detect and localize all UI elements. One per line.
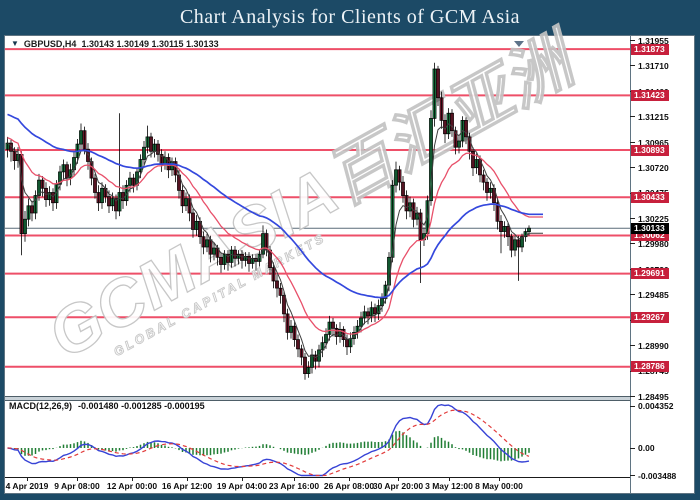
time-axis-label: 19 Apr 04:00 bbox=[216, 481, 268, 491]
time-tick-mark bbox=[27, 477, 28, 481]
ma-medium-line bbox=[7, 137, 543, 335]
macd-tick-label: 0.004352 bbox=[638, 401, 674, 412]
symbol-label: GBPUSD,H4 bbox=[23, 39, 77, 49]
time-axis-label: 23 Apr 16:00 bbox=[268, 481, 320, 491]
price-tick-mark bbox=[630, 294, 635, 296]
macd-tick-mark bbox=[630, 475, 635, 476]
time-axis-label: 9 Apr 08:00 bbox=[54, 481, 100, 491]
price-tick-label: 1.28990 bbox=[638, 340, 669, 351]
level-price-tag: 1.28786 bbox=[631, 361, 669, 373]
macd-tick-label: -0.003488 bbox=[638, 470, 677, 481]
level-price-tag: 1.29691 bbox=[631, 268, 669, 280]
level-price-tag: 1.30062 bbox=[631, 230, 669, 241]
time-axis-label: 30 Apr 20:00 bbox=[372, 481, 424, 491]
time-axis-label: 12 Apr 00:00 bbox=[106, 481, 158, 491]
price-tick-label: 1.30720 bbox=[638, 162, 669, 173]
time-axis-label: 3 May 12:00 bbox=[425, 481, 473, 491]
price-axis-separator bbox=[630, 35, 631, 494]
scroll-position-marker-icon bbox=[514, 41, 524, 47]
time-tick-mark bbox=[294, 477, 295, 481]
price-tick-label: 1.30965 bbox=[638, 137, 669, 148]
price-tick-mark bbox=[630, 116, 635, 118]
price-tick-mark bbox=[630, 396, 635, 398]
time-tick-mark bbox=[499, 477, 500, 481]
time-tick-mark bbox=[187, 477, 188, 481]
level-price-tag: 1.31873 bbox=[631, 43, 669, 55]
time-axis-label: 4 Apr 2019 bbox=[5, 481, 49, 491]
ma-fast-line bbox=[7, 123, 543, 359]
macd-name: MACD(12,26,9) bbox=[9, 401, 73, 411]
macd-tick-label: 0.00 bbox=[638, 443, 655, 453]
time-tick-mark bbox=[449, 477, 450, 481]
macd-tick-mark bbox=[630, 405, 635, 407]
macd-main-line bbox=[7, 403, 530, 477]
price-tick-mark bbox=[630, 40, 635, 42]
time-axis-label: 8 May 00:00 bbox=[475, 481, 523, 491]
time-axis-label: 26 Apr 08:00 bbox=[323, 481, 375, 491]
price-tick-mark bbox=[630, 243, 635, 245]
price-tick-mark bbox=[630, 65, 635, 67]
symbol-quote-bar: ▼ GBPUSD,H4 1.30143 1.30149 1.30115 1.30… bbox=[11, 39, 219, 49]
macd-signal-line bbox=[7, 409, 530, 477]
time-tick-mark bbox=[349, 477, 350, 481]
price-tick-label: 1.29980 bbox=[638, 238, 669, 249]
level-price-tag: 1.31423 bbox=[631, 89, 669, 101]
pane-divider[interactable] bbox=[5, 396, 630, 401]
price-tick-mark bbox=[630, 218, 635, 220]
price-tick-label: 1.29485 bbox=[638, 289, 669, 300]
macd-values: -0.001480 -0.001285 -0.000195 bbox=[78, 401, 205, 411]
price-tick-label: 1.31955 bbox=[638, 35, 669, 46]
price-tick-mark bbox=[630, 167, 635, 169]
ohlc-quotes-label: 1.30143 1.30149 1.30115 1.30133 bbox=[81, 39, 219, 49]
current-price-tag: 1.30133 bbox=[631, 222, 669, 234]
level-price-tag: 1.30893 bbox=[631, 144, 669, 156]
level-price-tag: 1.29267 bbox=[631, 311, 669, 323]
time-tick-mark bbox=[77, 477, 78, 481]
price-tick-label: 1.28495 bbox=[638, 391, 669, 402]
price-tick-mark bbox=[630, 142, 635, 144]
macd-tick-mark bbox=[630, 447, 635, 449]
macd-pane-bottom-border bbox=[5, 477, 630, 478]
time-tick-mark bbox=[398, 477, 399, 481]
time-tick-mark bbox=[132, 477, 133, 481]
time-axis-label: 16 Apr 12:00 bbox=[161, 481, 213, 491]
price-tick-label: 1.30225 bbox=[638, 213, 669, 224]
price-tick-label: 1.31710 bbox=[638, 60, 669, 71]
ma-slow-line bbox=[7, 113, 543, 299]
price-tick-label: 1.31215 bbox=[638, 111, 669, 122]
time-tick-mark bbox=[242, 477, 243, 481]
level-price-tag: 1.30433 bbox=[631, 191, 669, 203]
price-tick-mark bbox=[630, 345, 635, 347]
symbol-dropdown-icon[interactable]: ▼ bbox=[11, 39, 19, 48]
macd-indicator-label: MACD(12,26,9) -0.001480 -0.001285 -0.000… bbox=[9, 401, 205, 411]
page-title: Chart Analysis for Clients of GCM Asia bbox=[179, 5, 521, 28]
chart-window bbox=[4, 35, 695, 494]
